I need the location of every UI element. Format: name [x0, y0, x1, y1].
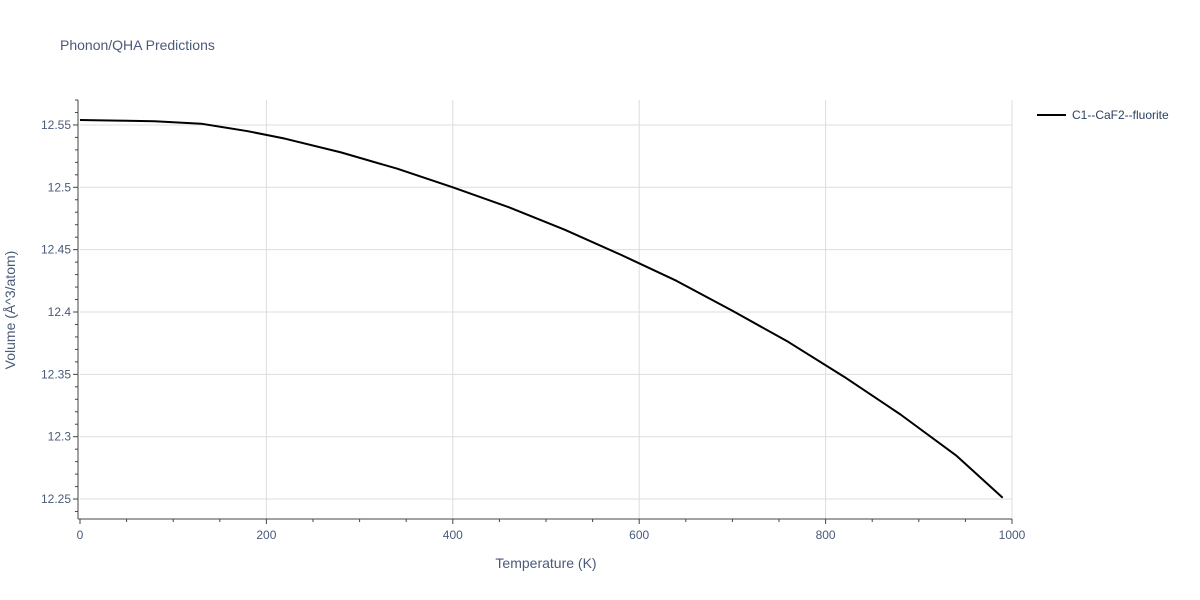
- legend-label: C1--CaF2--fluorite: [1072, 108, 1169, 122]
- y-tick-label: 12.3: [48, 430, 72, 444]
- y-tick-label: 12.45: [41, 243, 71, 257]
- grid: [80, 100, 1013, 519]
- x-axis-ticks: 0 200 400 600 800 1000: [77, 519, 1026, 542]
- series-line: [79, 118, 1004, 499]
- y-tick-label: 12.55: [41, 118, 71, 132]
- y-axis-ticks: 12.25 12.3 12.35 12.4 12.45 12.5 12.55: [41, 99, 78, 513]
- chart-title: Phonon/QHA Predictions: [60, 37, 215, 53]
- x-tick-label: 600: [629, 528, 649, 542]
- y-tick-label: 12.25: [41, 492, 71, 506]
- x-tick-label: 1000: [999, 528, 1026, 542]
- x-tick-label: 200: [256, 528, 276, 542]
- y-tick-label: 12.35: [41, 367, 71, 381]
- x-tick-label: 0: [77, 528, 84, 542]
- legend[interactable]: C1--CaF2--fluorite: [1037, 108, 1169, 122]
- y-axis-title: Volume (Å^3/atom): [2, 251, 18, 370]
- y-tick-label: 12.4: [48, 305, 72, 319]
- x-tick-label: 400: [443, 528, 463, 542]
- y-tick-label: 12.5: [48, 180, 72, 194]
- series-group: [79, 118, 1004, 499]
- x-axis-title: Temperature (K): [495, 555, 596, 571]
- x-tick-label: 800: [816, 528, 836, 542]
- axes: [77, 100, 1012, 520]
